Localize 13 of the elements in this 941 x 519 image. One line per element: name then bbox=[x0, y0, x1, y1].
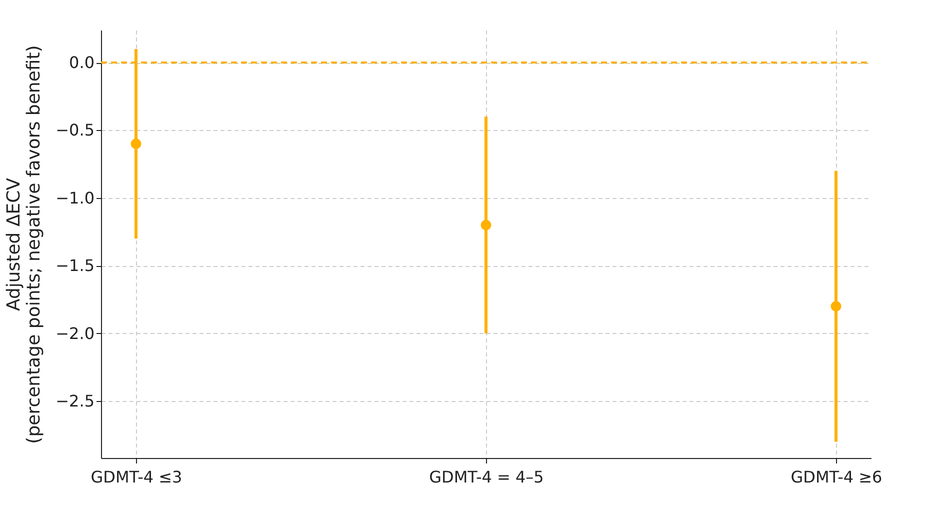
y-tick-label: −2.5 bbox=[56, 392, 94, 411]
y-axis-title: Adjusted ΔECV (percentage points; negative favors benefit) bbox=[4, 45, 45, 444]
y-tick-label: −1.0 bbox=[56, 188, 94, 208]
y-tick-label: −1.5 bbox=[56, 256, 94, 276]
x-tick-label: GDMT-4 ≥6 bbox=[790, 468, 882, 486]
point bbox=[480, 220, 492, 230]
x-tick-label: GDMT-4 = 4–5 bbox=[429, 468, 544, 486]
point bbox=[830, 301, 842, 312]
y-tick-label: −2.0 bbox=[56, 324, 94, 343]
point bbox=[130, 138, 142, 150]
x-tick-label: GDMT-4 ≤3 bbox=[90, 468, 182, 486]
y-tick-label: −0.5 bbox=[56, 120, 94, 140]
y-tick-label: 0.0 bbox=[69, 53, 94, 72]
